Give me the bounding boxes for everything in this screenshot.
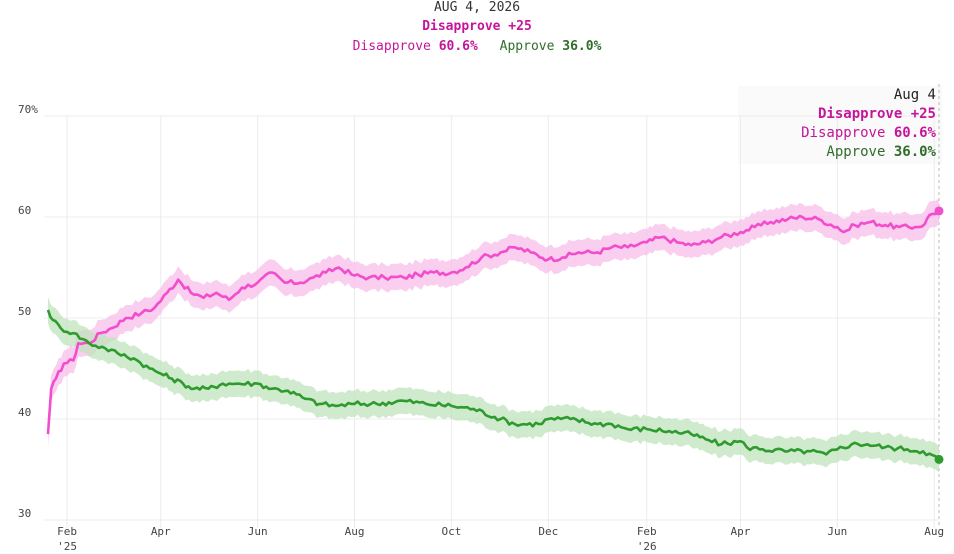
header-disapprove-value: 60.6% [438, 39, 478, 54]
y-tick-label: 40 [18, 406, 31, 419]
disapprove-line [46, 209, 940, 435]
x-tick-label: Oct [441, 525, 461, 538]
header-approve-value: 36.0% [562, 39, 602, 54]
tooltip-approve-label: Approve [826, 144, 886, 160]
x-tick-label: Apr [151, 525, 171, 538]
approve-band [48, 296, 939, 473]
x-tick-label: Aug [345, 525, 365, 538]
approve-endpoint [934, 454, 944, 464]
y-tick-label: 60 [18, 204, 31, 217]
tooltip-disapprove: Disapprove 60.6% [801, 125, 936, 141]
tooltip-disapprove-value: 60.6% [893, 125, 936, 141]
x-tick-label: Dec [538, 525, 558, 538]
tooltip-approve: Approve 36.0% [826, 144, 936, 160]
approve-line [46, 309, 940, 461]
x-tick-label: Feb [57, 525, 77, 538]
header-margin: Disapprove +25 [422, 19, 532, 34]
header-disapprove-label: Disapprove [352, 39, 431, 54]
x-tick-label: Jun [827, 525, 847, 538]
header-approve-label: Approve [499, 39, 555, 54]
y-tick-label: 50 [18, 305, 31, 318]
tooltip-date: Aug 4 [893, 87, 936, 103]
x-tick-label: Apr [731, 525, 751, 538]
y-tick-label: 30 [18, 507, 31, 520]
header-approve: Approve 36.0% [500, 39, 602, 54]
tooltip-background [738, 86, 942, 164]
y-tick-label: 70% [18, 103, 38, 116]
x-year-label: '26 [637, 540, 657, 553]
header-values: Disapprove 60.6% Approve 36.0% [0, 39, 954, 54]
x-tick-label: Aug [924, 525, 944, 538]
tooltip-approve-value: 36.0% [893, 144, 936, 160]
tooltip-disapprove-label: Disapprove [801, 125, 886, 141]
header-disapprove: Disapprove 60.6% [353, 39, 478, 54]
disapprove-band [48, 197, 939, 448]
disapprove-endpoint [934, 206, 944, 216]
header-date: AUG 4, 2026 [433, 0, 521, 15]
x-tick-label: Feb [637, 525, 657, 538]
x-tick-label: Jun [248, 525, 268, 538]
tooltip-margin: Disapprove +25 [817, 106, 936, 122]
x-year-label: '25 [57, 540, 77, 553]
